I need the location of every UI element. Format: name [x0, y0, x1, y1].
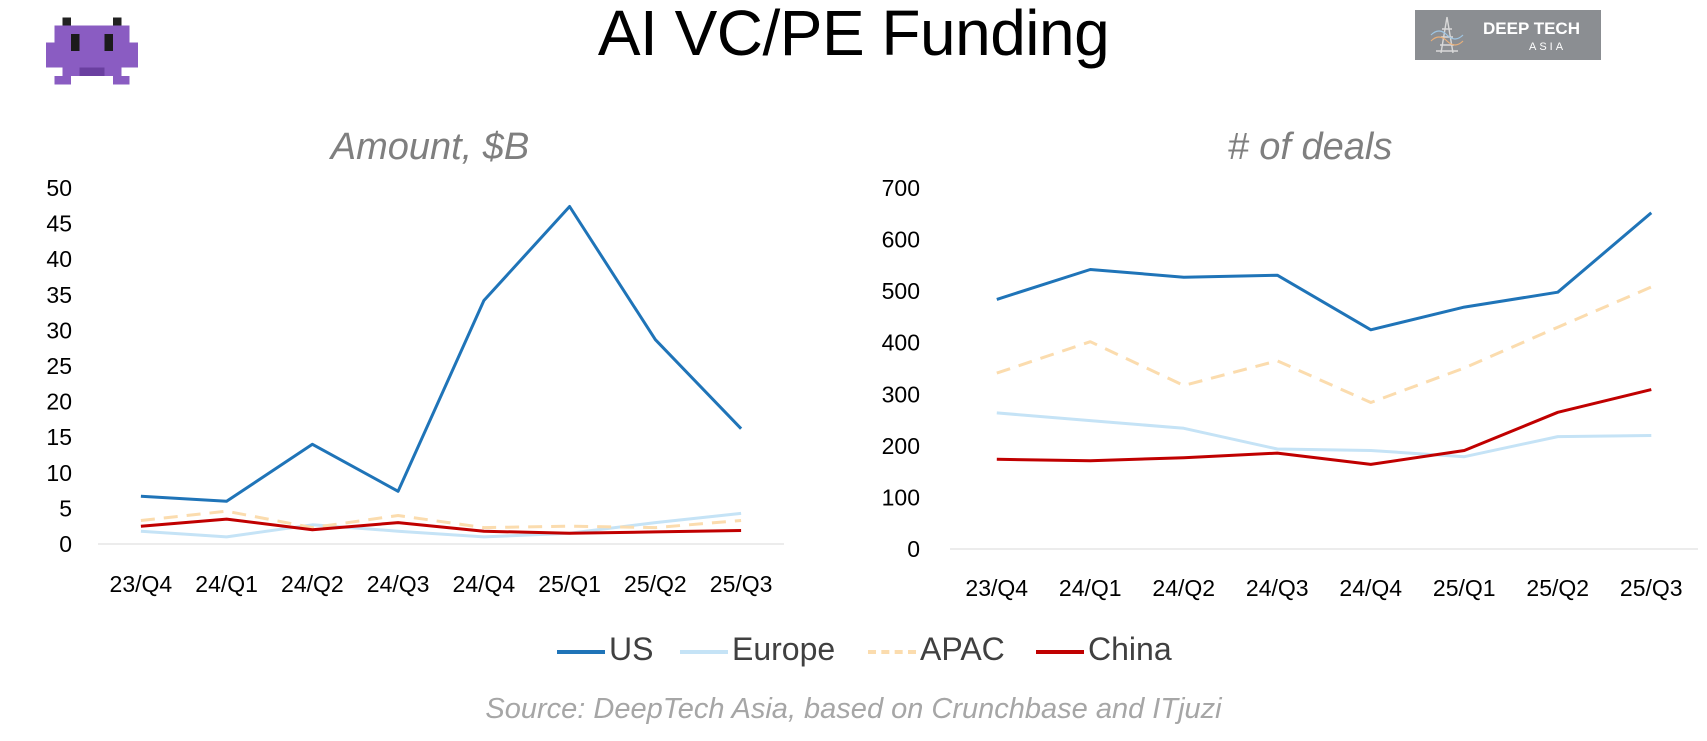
legend-label-china: China: [1088, 631, 1172, 667]
x-tick-label: 23/Q4: [110, 571, 173, 597]
chart-title-deals: # of deals: [1227, 126, 1393, 168]
y-tick-label: 50: [46, 175, 72, 201]
x-tick-label: 25/Q1: [538, 571, 601, 597]
legend-swatch-apac: [868, 650, 916, 654]
series-line-us: [996, 211, 1653, 332]
legend-swatch-europe: [680, 650, 728, 654]
series-line-apac: [140, 509, 742, 530]
x-tick-label: 25/Q2: [1526, 575, 1589, 601]
y-tick-label: 700: [882, 175, 920, 201]
y-tick-label: 200: [882, 433, 920, 459]
y-tick-label: 5: [59, 495, 72, 521]
logo-subtext: ASIA: [1529, 41, 1567, 53]
series-line-china: [140, 517, 742, 535]
y-tick-label: 25: [46, 353, 72, 379]
y-tick-label: 45: [46, 211, 72, 237]
legend-label-us: US: [609, 631, 654, 667]
x-tick-label: 25/Q2: [624, 571, 687, 597]
series-line-europe: [140, 511, 742, 539]
y-tick-label: 20: [46, 389, 72, 415]
y-tick-label: 0: [907, 536, 920, 562]
tower-icon: [1430, 16, 1464, 54]
chart-deals: 0 100 200 300 400 500 600 700 23/Q4 24/Q1 24/Q2 24/…: [882, 175, 1698, 601]
x-tick-label: 24/Q4: [453, 571, 516, 597]
logo-text: DEEP TECH: [1483, 19, 1580, 38]
series-line-us: [140, 205, 743, 503]
y-tick-label: 40: [46, 246, 72, 272]
x-tick-label: 23/Q4: [965, 575, 1028, 601]
x-tick-label: 25/Q1: [1433, 575, 1496, 601]
x-tick-label: 24/Q4: [1339, 575, 1402, 601]
y-tick-label: 10: [46, 460, 72, 486]
page-title: AI VC/PE Funding: [597, 0, 1110, 69]
x-tick-label: 24/Q1: [1059, 575, 1122, 601]
chart-amount: 0 5 10 15 20 25 30 35 40 45 50 23/Q4 24/Q1 24/Q2 24/Q3…: [46, 175, 784, 597]
series-line-apac: [996, 285, 1652, 404]
deeptech-asia-logo: DEEP TECH ASIA: [1415, 10, 1601, 60]
y-tick-label: 0: [59, 531, 72, 557]
x-tick-label: 24/Q2: [281, 571, 344, 597]
y-tick-label: 100: [882, 484, 920, 510]
y-tick-label: 15: [46, 424, 72, 450]
legend: US Europe APAC China: [0, 628, 1707, 672]
y-tick-label: 500: [882, 278, 920, 304]
y-tick-label: 400: [882, 330, 920, 356]
series-line-china: [996, 388, 1652, 466]
y-tick-label: 30: [46, 317, 72, 343]
x-tick-label: 24/Q3: [1246, 575, 1309, 601]
legend-label-apac: APAC: [920, 631, 1005, 667]
y-tick-label: 35: [46, 282, 72, 308]
x-tick-label: 25/Q3: [1620, 575, 1683, 601]
x-tick-label: 24/Q2: [1152, 575, 1215, 601]
source-note: Source: DeepTech Asia, based on Crunchba…: [485, 693, 1222, 725]
legend-swatch-china: [1036, 650, 1084, 654]
x-tick-label: 24/Q1: [195, 571, 258, 597]
y-tick-label: 600: [882, 227, 920, 253]
series-line-europe: [996, 411, 1652, 459]
x-tick-label: 24/Q3: [367, 571, 430, 597]
legend-label-europe: Europe: [732, 631, 836, 667]
alien-monster-icon: [46, 17, 138, 85]
legend-swatch-us: [557, 650, 605, 654]
y-tick-label: 300: [882, 381, 920, 407]
chart-title-amount: Amount, $B: [330, 126, 530, 168]
x-tick-label: 25/Q3: [710, 571, 773, 597]
